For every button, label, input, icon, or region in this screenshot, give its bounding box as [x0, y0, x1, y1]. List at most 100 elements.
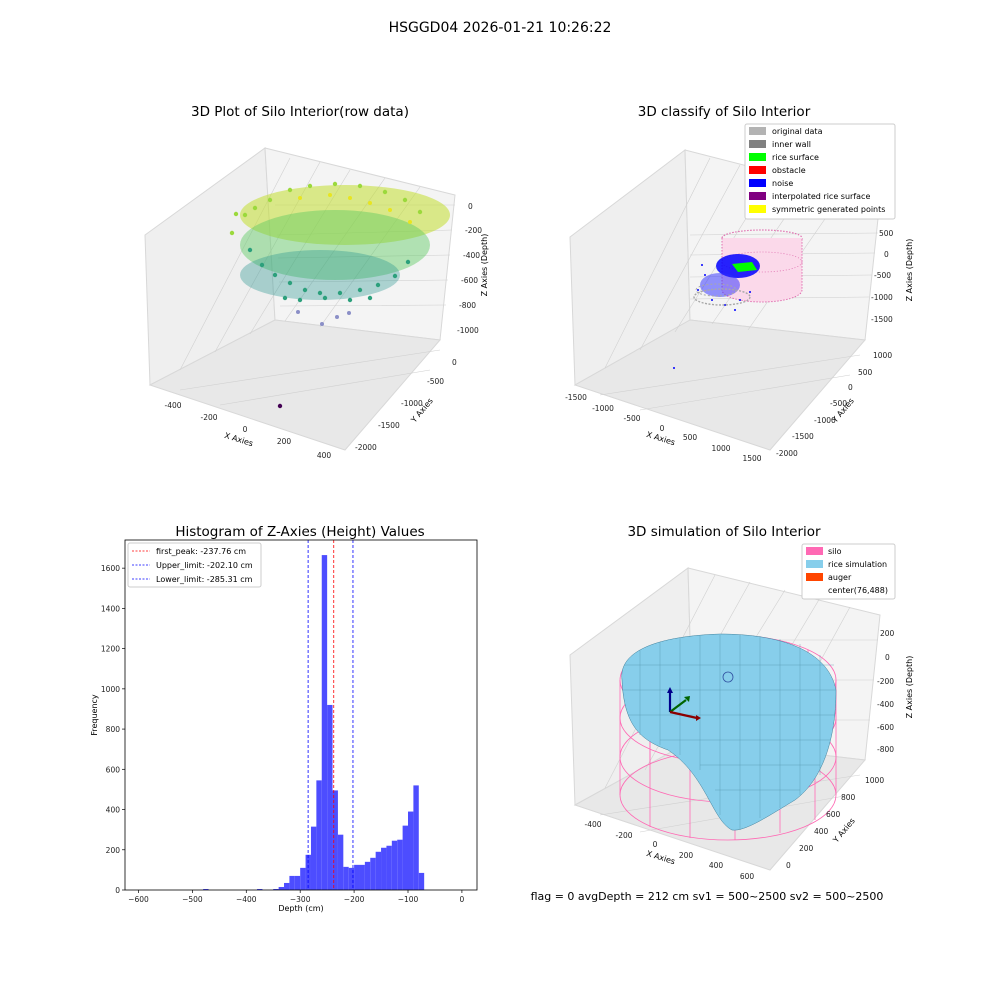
sim-z-label: Z Axies (Depth): [905, 656, 914, 719]
hist-legend: first_peak: -237.76 cm Upper_limit: -202…: [127, 542, 262, 588]
legend-label: Lower_limit: -285.31 cm: [156, 575, 253, 584]
hist-x-ticks: −600 −500 −400 −300 −200 −100 0: [128, 890, 465, 904]
sim-ytick: 1000: [865, 776, 884, 785]
cls-ztick: -500: [874, 271, 891, 280]
hist-y-tick-label: 0: [115, 886, 120, 895]
raw-ztick: -200: [465, 226, 482, 235]
hist-bar: [284, 882, 290, 890]
hist-x-tick-label: −100: [398, 895, 419, 904]
hist-bar: [257, 888, 263, 890]
legend-label: obstacle: [772, 166, 806, 175]
raw-ytick: -1000: [401, 399, 423, 408]
cls-xtick: 1000: [711, 444, 730, 453]
cls-xtick: -1000: [592, 404, 614, 413]
hist-bar: [359, 864, 365, 890]
sim-center-axes: [667, 687, 701, 721]
cls-ytick: -500: [830, 399, 847, 408]
cls-ztick: 0: [884, 250, 889, 259]
hist-bar: [203, 888, 209, 890]
legend-label: silo: [828, 547, 842, 556]
hist-y-tick-label: 600: [106, 765, 121, 774]
raw-floor-pane: [148, 319, 441, 451]
raw-ztick: -800: [459, 301, 476, 310]
hist-y-tick-label: 200: [106, 846, 121, 855]
hist-bar: [327, 704, 333, 890]
hist-y-tick-label: 800: [106, 725, 121, 734]
cls-xtick: -500: [623, 414, 640, 423]
hist-bar: [418, 872, 425, 890]
raw-xtick: -400: [164, 401, 181, 410]
cls-noise-cloud: [673, 254, 760, 369]
hist-bar: [402, 825, 409, 890]
hist-bar: [381, 847, 387, 890]
raw-point-cloud: [229, 181, 450, 409]
legend-swatch: [806, 560, 823, 568]
panel-classify-title: 3D classify of Silo Interior: [638, 104, 811, 120]
figure-suptitle: HSGGD04 2026-01-21 10:26:22: [389, 20, 612, 36]
sim-x-label: X Axies: [645, 849, 676, 866]
raw-ztick: 0: [468, 202, 473, 211]
cls-xtick: 1500: [742, 454, 761, 463]
cls-ytick: 1000: [873, 351, 892, 360]
hist-bar: [273, 888, 279, 890]
cls-ytick: 500: [858, 368, 873, 377]
raw-ytick: 0: [452, 358, 457, 367]
hist-y-label: Frequency: [90, 694, 99, 736]
legend-label: rice simulation: [828, 560, 887, 569]
cls-legend: original data inner wall rice surface ob…: [744, 123, 896, 220]
cls-z-label: Z Axies (Depth): [905, 239, 914, 302]
hist-bar: [332, 790, 338, 890]
hist-frame: [124, 539, 478, 891]
hist-title: Histogram of Z-Axies (Height) Values: [175, 524, 424, 540]
sim-y-label: Y Axies: [831, 816, 857, 845]
sim-title: 3D simulation of Silo Interior: [627, 524, 821, 540]
sim-xtick: -400: [584, 820, 601, 829]
hist-reference-lines: [307, 540, 354, 890]
hist-bar: [310, 826, 317, 890]
panel-raw-title: 3D Plot of Silo Interior(row data): [191, 104, 409, 120]
hist-bar: [278, 886, 285, 890]
hist-bar: [316, 780, 322, 890]
hist-y-tick-label: 400: [106, 806, 121, 815]
legend-swatch: [749, 127, 766, 135]
hist-x-tick-label: −400: [236, 895, 257, 904]
hist-y-tick-label: 1000: [101, 685, 120, 694]
sim-xtick: 600: [740, 872, 755, 881]
sim-xtick: 400: [709, 861, 724, 870]
raw-ztick: -1000: [457, 326, 479, 335]
sim-ztick: -600: [877, 723, 894, 732]
hist-bar: [397, 839, 403, 890]
hist-bar: [391, 840, 398, 890]
sim-rice-surface: [621, 633, 837, 831]
hist-bar: [289, 875, 295, 890]
sim-ztick: -800: [877, 745, 894, 754]
raw-xtick: 0: [243, 425, 248, 434]
sim-surface-mesh: [622, 635, 836, 830]
legend-swatch: [749, 205, 766, 213]
legend-swatch: [749, 166, 766, 174]
raw-ytick: -500: [427, 377, 444, 386]
raw-ytick: -2000: [355, 443, 377, 452]
sim-auger-marker: [722, 671, 734, 683]
cls-interpolated-cylinder: [721, 229, 803, 303]
cls-xtick: 500: [683, 433, 698, 442]
hist-bar: [413, 785, 419, 890]
hist-y-ticks: 0 200 400 600 800 1000 1200 1400 1600: [101, 564, 125, 895]
hist-bar: [337, 834, 344, 890]
legend-swatch: [749, 140, 766, 148]
hist-bar: [370, 857, 376, 890]
legend-label: center(76,488): [828, 586, 888, 595]
hist-x-tick-label: −600: [128, 895, 149, 904]
hist-bar: [354, 864, 360, 890]
legend-swatch: [749, 179, 766, 187]
sim-ytick: 200: [799, 844, 814, 853]
sim-ztick: 200: [880, 629, 895, 638]
legend-label: original data: [772, 127, 823, 136]
cls-ztick: -1000: [871, 293, 893, 302]
cls-ytick: -1000: [814, 416, 836, 425]
panel-histogram: Histogram of Z-Axies (Height) Values −60…: [90, 524, 478, 913]
sim-ytick: 0: [786, 861, 791, 870]
cls-ztick: -1500: [871, 315, 893, 324]
sim-ztick: 0: [885, 653, 890, 662]
